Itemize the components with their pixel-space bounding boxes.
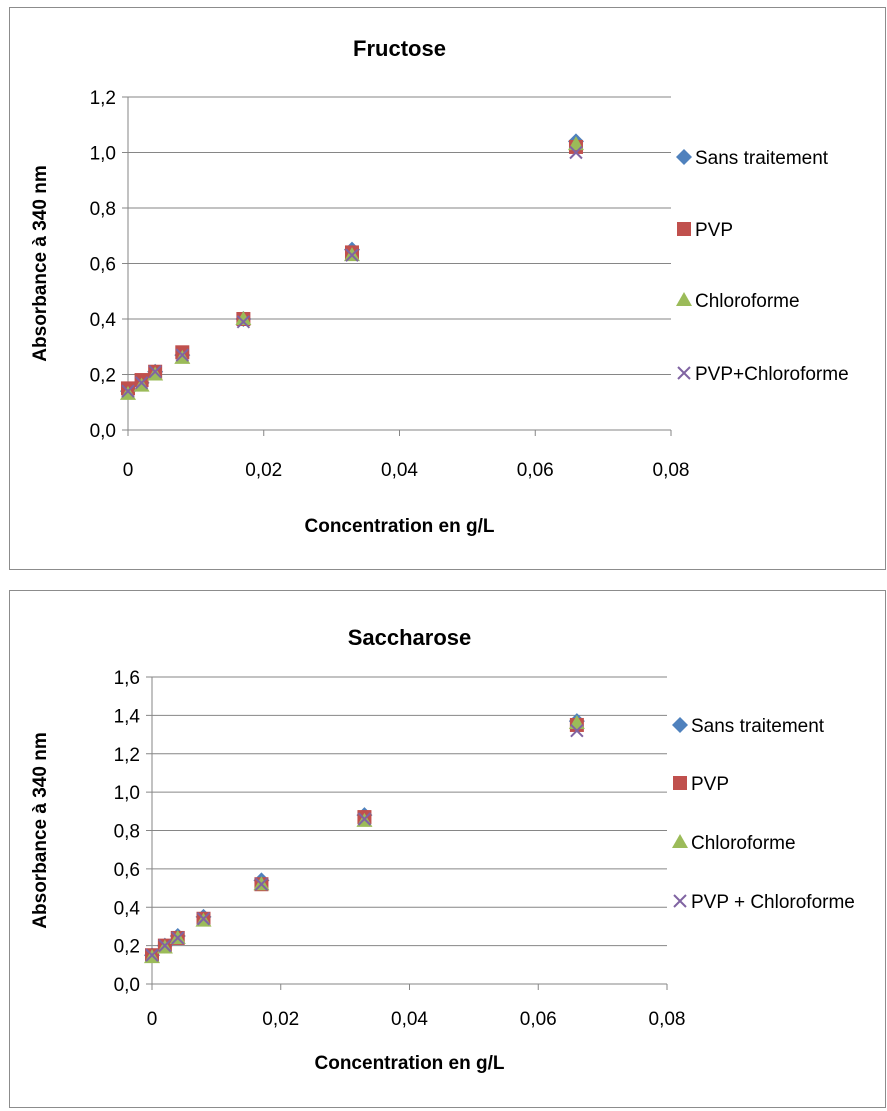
fructose-chart: 0,0 0,2 0,4 0,6 0,8 1,0 1,2 0 0,02 0,04 0,06 0,08 Fr… <box>30 36 849 537</box>
saccharose-y-tick-label: 0,6 <box>114 860 140 881</box>
fructose-y-tick-label: 0,2 <box>90 366 116 387</box>
saccharose-series <box>144 715 585 964</box>
saccharose-y-axis-title: Absorbance à 340 nm <box>30 732 51 928</box>
saccharose-y-tick-label: 0,8 <box>114 822 140 843</box>
saccharose-data-point <box>196 912 211 926</box>
fructose-chart-frame: 0,0 0,2 0,4 0,6 0,8 1,0 1,2 0 0,02 0,04 0,06 0,08 Fr… <box>9 7 886 570</box>
fructose-data-point <box>148 365 162 379</box>
fructose-y-tick-label: 1,2 <box>90 88 116 109</box>
fructose-x-tick-label: 0 <box>123 460 134 481</box>
fructose-x-tick-label: 0,06 <box>517 460 554 481</box>
fructose-y-axis-title: Absorbance à 340 nm <box>30 165 51 361</box>
fructose-legend-marker <box>676 149 692 165</box>
fructose-chart-title: Fructose <box>353 36 446 61</box>
fructose-series <box>121 145 583 398</box>
saccharose-legend-marker <box>672 834 688 848</box>
saccharose-x-tick-label: 0,04 <box>391 1009 428 1030</box>
saccharose-legend-label: PVP <box>691 774 729 795</box>
fructose-legend-label: PVP <box>695 220 733 241</box>
saccharose-chart: 0,0 0,2 0,4 0,6 0,8 1,0 1,2 1,4 1,6 0 0,02 0,04 0,06… <box>30 625 855 1074</box>
fructose-legend-marker <box>676 292 692 306</box>
fructose-series <box>120 136 584 400</box>
saccharose-legend-marker <box>673 776 687 790</box>
saccharose-data-point <box>357 812 372 826</box>
saccharose-legend-marker <box>672 717 688 733</box>
fructose-x-tick-label: 0,02 <box>245 460 282 481</box>
fructose-y-tick-label: 0,8 <box>90 199 116 220</box>
saccharose-series <box>145 724 584 962</box>
fructose-x-tick-label: 0,08 <box>653 460 690 481</box>
fructose-y-tick-label: 1,0 <box>90 144 116 165</box>
saccharose-data-point <box>570 724 584 738</box>
fructose-y-tick-label: 0,6 <box>90 255 116 276</box>
fructose-legend-label: PVP+Chloroforme <box>695 364 849 385</box>
saccharose-x-tick-label: 0,08 <box>649 1009 686 1030</box>
fructose-legend-marker <box>677 222 691 236</box>
saccharose-y-tick-label: 1,2 <box>114 745 140 766</box>
saccharose-y-tick-label: 1,4 <box>114 706 141 727</box>
saccharose-legend-marker <box>673 894 687 908</box>
saccharose-data-point <box>254 877 269 891</box>
saccharose-x-tick-label: 0,06 <box>520 1009 557 1030</box>
fructose-data-point <box>345 248 359 262</box>
fructose-data-point <box>175 348 190 362</box>
fructose-x-axis-title: Concentration en g/L <box>305 516 495 537</box>
fructose-data-point <box>236 315 251 329</box>
fructose-data-point <box>235 311 252 325</box>
fructose-legend-marker <box>677 366 691 380</box>
saccharose-legend-label: Chloroforme <box>691 833 796 854</box>
saccharose-x-tick-label: 0 <box>147 1009 158 1030</box>
fructose-data-point <box>569 145 583 160</box>
saccharose-y-tick-label: 0,2 <box>114 937 140 958</box>
saccharose-legend-label: PVP + Chloroforme <box>691 892 855 913</box>
fructose-x-tick-label: 0,04 <box>381 460 418 481</box>
saccharose-y-tick-label: 0,0 <box>114 975 140 996</box>
fructose-data-point <box>121 384 135 398</box>
saccharose-chart-title: Saccharose <box>348 625 472 650</box>
saccharose-data-point <box>171 931 185 945</box>
saccharose-data-point <box>145 948 159 962</box>
saccharose-legend-label: Sans traitement <box>691 716 825 737</box>
saccharose-data-point <box>158 938 172 953</box>
saccharose-x-axis-title: Concentration en g/L <box>315 1053 505 1074</box>
fructose-data-point <box>134 376 149 390</box>
fructose-y-tick-label: 0,4 <box>90 310 117 331</box>
saccharose-y-tick-label: 0,4 <box>114 898 141 919</box>
saccharose-y-tick-label: 1,6 <box>114 668 140 689</box>
saccharose-chart-frame: 0,0 0,2 0,4 0,6 0,8 1,0 1,2 1,4 1,6 0 0,02 0,04 0,06… <box>9 590 886 1108</box>
fructose-series <box>121 139 583 396</box>
saccharose-y-tick-label: 1,0 <box>114 783 140 804</box>
fructose-series <box>120 133 584 400</box>
fructose-legend-label: Chloroforme <box>695 291 800 312</box>
fructose-y-tick-label: 0,0 <box>90 421 116 442</box>
fructose-legend-label: Sans traitement <box>695 148 829 169</box>
fructose-data-point <box>567 136 584 151</box>
saccharose-x-tick-label: 0,02 <box>262 1009 299 1030</box>
